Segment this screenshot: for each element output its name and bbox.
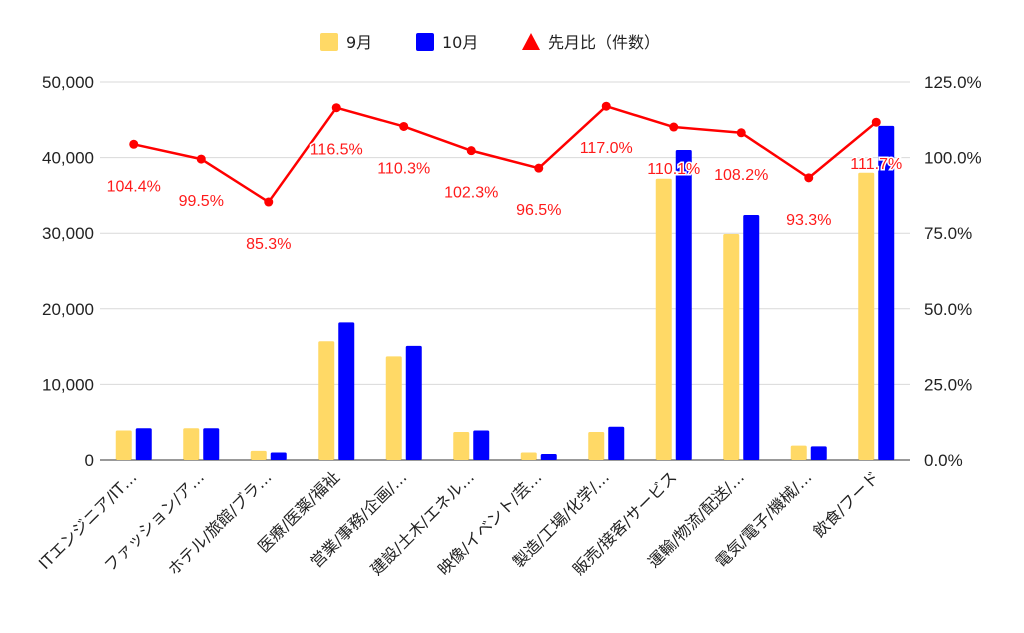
y-right-tick: 75.0% [924,224,972,243]
y-right-tick: 25.0% [924,375,972,394]
bar-sep [723,233,740,460]
bar-oct [405,345,422,460]
bar-oct [203,428,220,460]
ratio-point [129,139,139,149]
ratio-point [736,128,746,138]
ratio-label: 104.4% [107,178,161,195]
bar-sep [318,341,335,460]
legend-label: 先月比（件数） [548,33,660,52]
y-right-tick: 0.0% [924,451,963,470]
y-left-tick: 20,000 [42,300,94,319]
ratio-point [264,197,274,207]
ratio-label: 110.1% [647,161,700,178]
bar-sep [588,432,605,460]
ratio-label: 117.0% [580,140,633,157]
bar-oct [338,322,355,460]
ratio-point [804,173,814,183]
ratio-line-path [133,104,878,204]
bar-oct [540,453,557,460]
ratio-label: 102.3% [444,185,498,202]
ratio-point [534,163,544,173]
legend-label: 10月 [442,33,478,52]
y-right-tick: 100.0% [924,149,982,168]
ratio-label: 110.3% [377,160,430,177]
bar-oct [608,426,625,460]
legend-triangle-icon [522,33,540,50]
bar-sep [520,452,537,460]
bar-oct [743,215,760,460]
ratio-label: 116.5% [310,142,363,159]
gridlines [100,81,910,461]
bar-oct [473,430,490,460]
bar-sep [183,428,200,460]
legend: 9月 10月 先月比（件数） [320,33,660,52]
ratio-line: 104.4% 99.5% 85.3% 116.5% 110.3% 102.3% 96.5% 1… [105,101,904,255]
legend-swatch [416,33,434,51]
y-left-tick: 40,000 [42,149,94,168]
ratio-label: 108.2% [714,167,768,184]
y-left-tick: 50,000 [42,73,94,92]
axes: 0 0.0% 10,000 25.0% 20,000 50.0% 30,000 75.0% 40… [35,73,982,579]
ratio-point [669,122,679,132]
bar-oct [878,125,895,461]
ratio-point [399,121,409,131]
bar-oct [270,452,287,460]
ratio-point [331,103,341,113]
y-left-tick: 30,000 [42,224,94,243]
y-left-tick: 10,000 [42,375,94,394]
y-right-tick: 125.0% [924,73,982,92]
legend-label: 9月 [346,33,372,52]
bar-sep [385,356,402,460]
bar-sep [655,178,672,460]
ratio-label: 85.3% [246,236,291,253]
bars [115,125,895,461]
bar-sep [115,430,132,460]
ratio-point [466,146,476,156]
bar-oct [810,446,827,460]
bar-sep [250,450,267,460]
ratio-point [196,154,206,164]
y-left-tick: 0 [85,451,94,470]
category-label: 飲食/フード [809,467,883,541]
y-right-tick: 50.0% [924,300,972,319]
ratio-label: 96.5% [516,202,561,219]
ratio-label: 99.5% [179,193,224,210]
bar-sep [858,172,875,460]
bar-sep [453,432,470,460]
legend-swatch [320,33,338,51]
ratio-label: 93.3% [786,212,831,229]
ratio-label: 111.7% [850,156,902,173]
bar-oct [135,428,152,460]
bar-oct [675,150,692,461]
ratio-point [871,117,881,127]
ratio-point [601,101,611,111]
bar-sep [790,445,807,460]
